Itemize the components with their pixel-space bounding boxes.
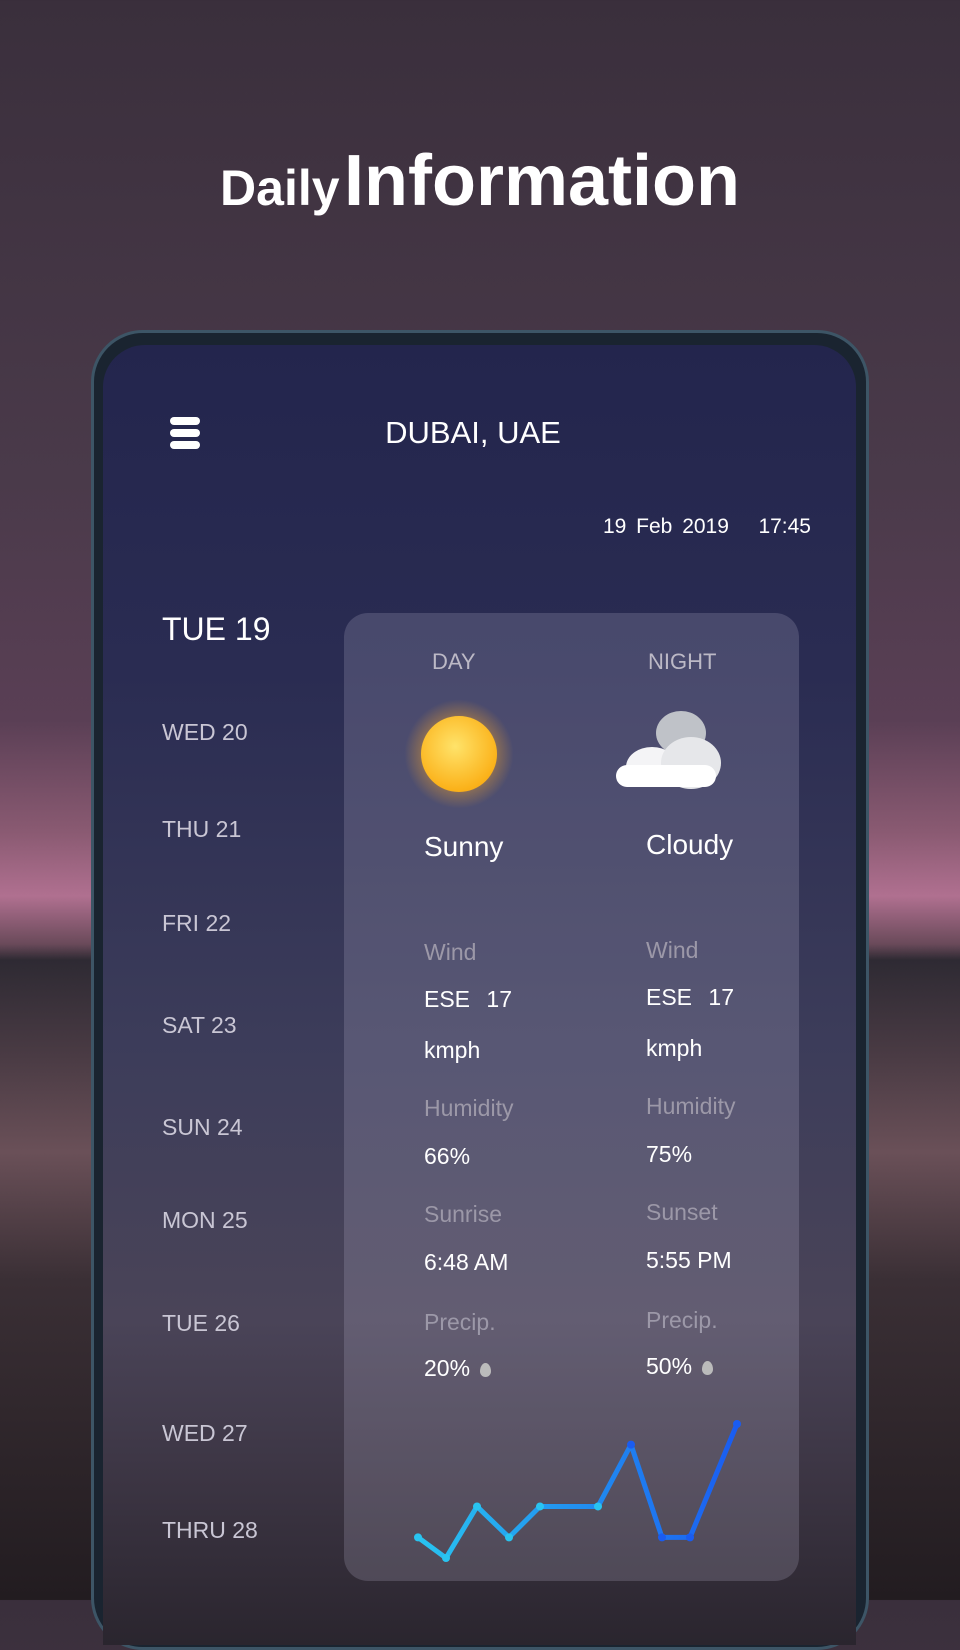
sunrise-label: Sunrise xyxy=(424,1201,502,1227)
night-wind-label: Wind xyxy=(646,937,699,963)
date-time: 19 Feb 2019 17:45 xyxy=(603,515,811,539)
day-item[interactable]: TUE 26 xyxy=(162,1310,240,1336)
day-humidity-label: Humidity xyxy=(424,1095,514,1121)
day-item[interactable]: SAT 23 xyxy=(162,1012,237,1038)
sunset-time: 5:55 PM xyxy=(646,1247,732,1273)
day-item[interactable]: WED 20 xyxy=(162,719,248,745)
drop-icon xyxy=(702,1360,714,1375)
chart-point xyxy=(733,1420,741,1428)
chart-point xyxy=(658,1533,666,1542)
drop-icon xyxy=(480,1362,492,1377)
chart-point xyxy=(505,1533,513,1542)
chart-point xyxy=(442,1554,450,1562)
night-humidity-label: Humidity xyxy=(646,1093,736,1119)
city-title: DUBAI, UAE xyxy=(385,415,561,450)
day-item-selected[interactable]: TUE 19 xyxy=(162,611,271,647)
night-wind: ESE 17 xyxy=(646,984,734,1011)
day-item[interactable]: FRI 22 xyxy=(162,910,232,936)
day-wind-label: Wind xyxy=(424,939,477,965)
night-humidity: 75% xyxy=(646,1141,693,1167)
precip-value: 20% xyxy=(424,1355,471,1381)
night-precip: 50% xyxy=(646,1353,714,1380)
day-precip-label: Precip. xyxy=(424,1309,496,1335)
night-wind-unit: kmph xyxy=(646,1035,703,1061)
time: 17:45 xyxy=(758,515,811,538)
day-item[interactable]: THRU 28 xyxy=(162,1517,258,1543)
day-wind-unit: kmph xyxy=(424,1037,481,1063)
forecast-card: DAY NIGHT Sunny Cloudy Wind ESE 17 kmph … xyxy=(344,613,799,1581)
day-item[interactable]: WED 27 xyxy=(162,1420,248,1446)
chart-point xyxy=(594,1502,602,1511)
sunset-label: Sunset xyxy=(646,1199,718,1225)
day-humidity: 66% xyxy=(424,1143,471,1169)
precip-line-chart xyxy=(414,1420,741,1562)
cloud-icon xyxy=(616,703,736,803)
app-screen: DUBAI, UAE 19 Feb 2019 17:45 TUE 19 WED … xyxy=(103,345,856,1645)
day-item[interactable]: THU 21 xyxy=(162,816,242,842)
wind-speed: 17 xyxy=(486,986,513,1012)
night-precip-label: Precip. xyxy=(646,1307,718,1333)
day-precip: 20% xyxy=(424,1355,492,1382)
sunrise-time: 6:48 AM xyxy=(424,1249,509,1275)
night-condition: Cloudy xyxy=(646,829,734,860)
headline: Daily Information xyxy=(220,141,740,221)
day-label: DAY xyxy=(432,649,476,674)
menu-icon[interactable] xyxy=(170,417,200,449)
chart-point xyxy=(627,1440,635,1449)
date: 19 Feb 2019 xyxy=(602,515,729,538)
precip-value: 50% xyxy=(646,1353,693,1379)
precip-series-line xyxy=(416,1423,740,1561)
day-item[interactable]: MON 25 xyxy=(162,1207,248,1233)
day-condition: Sunny xyxy=(424,831,504,862)
day-wind: ESE 17 xyxy=(424,986,512,1013)
chart-point xyxy=(686,1533,694,1542)
chart-point xyxy=(536,1502,544,1511)
chart-point xyxy=(414,1533,422,1542)
sun-icon xyxy=(404,699,514,809)
day-item[interactable]: SUN 24 xyxy=(162,1114,243,1140)
wind-dir: ESE xyxy=(424,986,471,1012)
wind-speed: 17 xyxy=(708,984,735,1010)
wind-dir: ESE xyxy=(646,984,693,1010)
night-label: NIGHT xyxy=(648,649,717,674)
chart-point xyxy=(473,1502,481,1511)
